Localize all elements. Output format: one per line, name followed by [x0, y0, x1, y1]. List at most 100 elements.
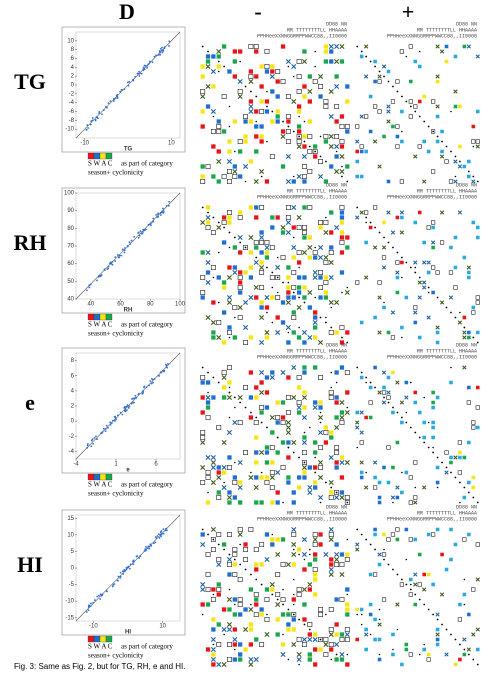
- matrix-cell: [291, 315, 297, 320]
- matrix-cell: [264, 99, 270, 104]
- point: [148, 384, 151, 387]
- row-label: e: [25, 390, 35, 415]
- diagonal-dot: [223, 65, 226, 68]
- matrix-dot: [383, 301, 385, 304]
- matrix-cell: [221, 44, 227, 49]
- point: [151, 61, 154, 64]
- point: [88, 286, 91, 289]
- matrix-cell: [345, 390, 350, 395]
- matrix-cell: [328, 607, 334, 612]
- point: [114, 256, 117, 259]
- matrix-cell: [323, 430, 329, 435]
- matrix-dot: [223, 481, 225, 484]
- y-tick-label: 6: [71, 56, 75, 62]
- matrix-cell: [238, 480, 243, 485]
- matrix-cell: [216, 495, 222, 500]
- y-tick-label: 2: [71, 404, 75, 410]
- matrix-cell: [381, 552, 387, 557]
- matrix-cell: [431, 390, 435, 395]
- matrix-cell: [302, 230, 307, 235]
- matrix-cross: [307, 636, 313, 643]
- matrix-cell: [466, 400, 471, 405]
- diagonal-dot: [405, 421, 408, 424]
- matrix-cell: [391, 632, 395, 637]
- matrix-cross: [210, 459, 216, 466]
- matrix-cell: [431, 582, 435, 587]
- matrix-cell: [400, 139, 404, 144]
- matrix-cell: [296, 250, 302, 255]
- matrix-cell: [210, 129, 216, 134]
- matrix-cell: [264, 375, 270, 380]
- matrix-cell: [200, 74, 205, 79]
- matrix-header: PPHHeeXXNNGGRRPPWWCC88,,II0000: [387, 194, 477, 200]
- matrix-cell: [286, 285, 291, 290]
- matrix-dot: [276, 291, 279, 294]
- x-tick-label: -10: [80, 141, 89, 147]
- point: [125, 568, 128, 571]
- x-tick-label: 1: [114, 462, 118, 468]
- matrix-cell: [296, 335, 302, 340]
- matrix-cell: [253, 612, 259, 617]
- matrix-cross: [200, 219, 206, 226]
- point: [159, 47, 162, 50]
- matrix-cell: [285, 215, 291, 220]
- legend-swatch: [105, 473, 113, 481]
- matrix-cell: [400, 215, 404, 220]
- matrix-cell: [270, 64, 275, 69]
- point: [135, 396, 138, 399]
- point: [123, 88, 126, 91]
- matrix-cross: [210, 319, 216, 326]
- matrix-cell: [259, 124, 264, 129]
- matrix-cell: [254, 149, 259, 154]
- matrix-cell: [200, 380, 205, 385]
- matrix-cell: [313, 632, 318, 637]
- diagonal-dot: [356, 45, 359, 48]
- matrix-cell: [254, 637, 259, 642]
- matrix-cell: [254, 205, 259, 210]
- diagonal-dot: [356, 366, 359, 369]
- matrix-cell: [254, 49, 259, 54]
- matrix-dot: [365, 221, 367, 224]
- matrix-cell: [377, 500, 382, 505]
- matrix-cross: [259, 234, 265, 241]
- matrix-cell: [221, 129, 227, 134]
- matrix-cross: [471, 632, 476, 637]
- matrix-cross: [422, 285, 427, 290]
- matrix-cell: [386, 179, 391, 184]
- matrix-cell: [364, 114, 369, 119]
- matrix-cross: [296, 173, 302, 180]
- matrix-cross: [237, 484, 243, 491]
- matrix-cross: [422, 179, 427, 184]
- matrix-cell: [339, 250, 345, 255]
- matrix-cell: [227, 562, 232, 567]
- diagonal-dot: [441, 623, 443, 626]
- diagonal-dot: [405, 100, 408, 103]
- matrix-cell: [205, 205, 211, 210]
- matrix-cell: [238, 250, 243, 255]
- diagonal-dot: [292, 613, 295, 616]
- point: [113, 419, 116, 422]
- matrix-cell: [296, 285, 302, 290]
- diagonal-dot: [387, 401, 390, 404]
- matrix-cell: [417, 335, 422, 340]
- matrix-cell: [248, 415, 254, 420]
- matrix-cell: [254, 435, 259, 440]
- matrix-cell: [243, 270, 248, 275]
- matrix-cross: [253, 284, 259, 291]
- point: [92, 601, 95, 604]
- matrix-cell: [426, 657, 431, 662]
- matrix-cell: [264, 109, 270, 114]
- matrix-cross: [296, 651, 302, 658]
- diagonal-dot: [369, 543, 372, 546]
- matrix-cell: [248, 642, 254, 647]
- matrix-cell: [302, 450, 307, 455]
- point: [97, 594, 100, 597]
- matrix-dot: [405, 558, 408, 561]
- diagonal-dot: [441, 140, 443, 143]
- matrix-cross: [363, 74, 369, 79]
- matrix-cell: [291, 617, 296, 622]
- matrix-dot: [228, 246, 231, 249]
- matrix-cross: [301, 464, 307, 471]
- point: [155, 214, 157, 216]
- matrix-dot: [427, 421, 430, 424]
